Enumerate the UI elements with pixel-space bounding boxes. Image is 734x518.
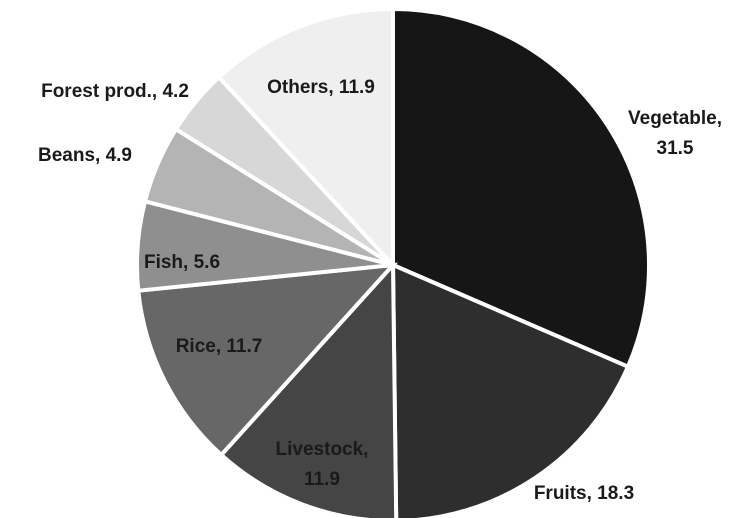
slice-label-line: Fruits, 18.3 — [534, 483, 634, 504]
slice-label-line: Fish, 5.6 — [144, 252, 220, 273]
pie-slices — [134, 6, 652, 518]
slice-label-line: Beans, 4.9 — [38, 145, 132, 166]
slice-label-line: 31.5 — [657, 138, 694, 159]
slice-label-line: Forest prod., 4.2 — [41, 81, 189, 102]
slice-label-line: Livestock, — [276, 439, 369, 460]
slice-label-fruits: Fruits, 18.3 — [534, 483, 634, 504]
slice-label-others: Others, 11.9 — [267, 77, 375, 98]
slice-label-line: Rice, 11.7 — [176, 336, 263, 357]
slice-label-livestock: Livestock, 11.9 — [276, 439, 369, 490]
pie-slice-fruits — [390, 261, 631, 518]
pie-slice-rice — [136, 262, 398, 458]
slice-label-line: 11.9 — [304, 469, 340, 490]
slice-label-vegetable: Vegetable, 31.5 — [628, 108, 722, 159]
slice-label-line: Others, 11.9 — [267, 77, 375, 98]
pie-slice-vegetable — [391, 6, 652, 370]
slice-label-line: Vegetable, — [628, 108, 722, 129]
pie-slice-others — [216, 6, 395, 271]
slice-label-fish: Fish, 5.6 — [144, 252, 220, 273]
slice-label-forest-prod: Forest prod., 4.2 — [41, 81, 189, 102]
slice-label-rice: Rice, 11.7 — [176, 336, 263, 357]
pie-slice-livestock — [218, 259, 399, 518]
slice-label-beans: Beans, 4.9 — [38, 145, 132, 166]
slice-labels: Vegetable, 31.5 Fruits, 18.3 Livestock, 11.9… — [38, 77, 722, 504]
